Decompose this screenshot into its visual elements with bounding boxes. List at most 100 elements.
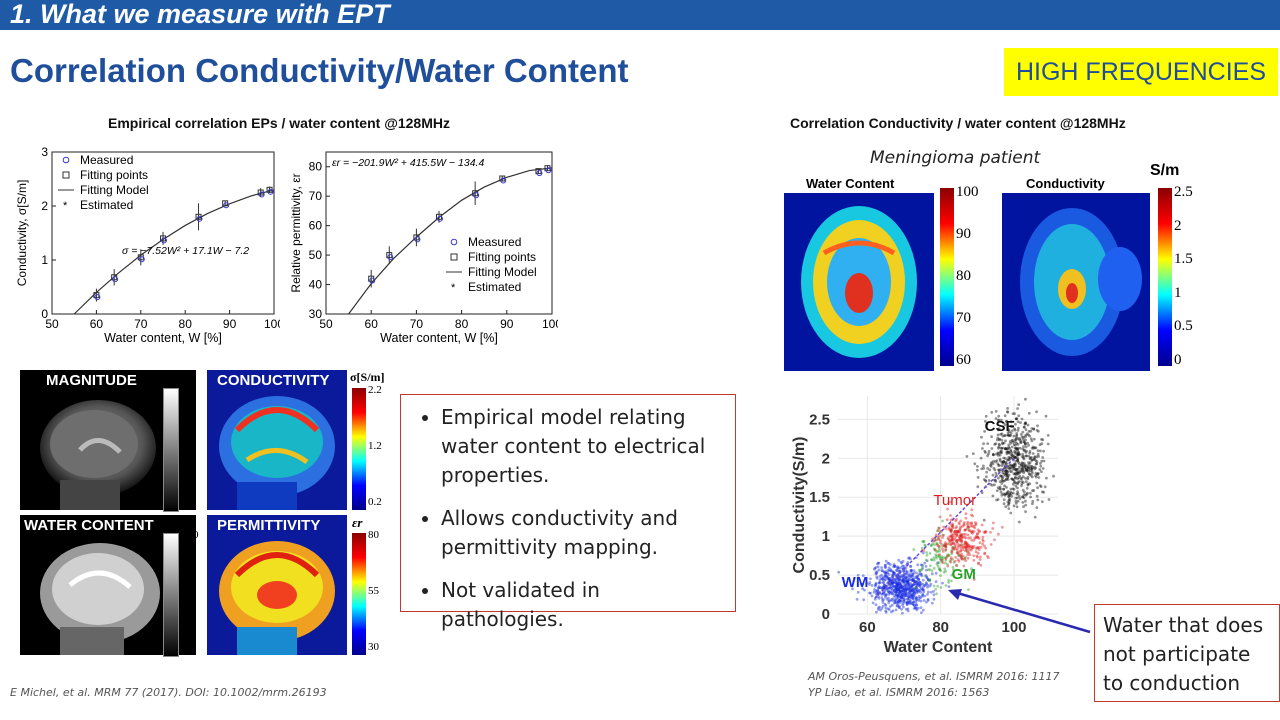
scatter-point [913,576,917,580]
scatter-point [961,548,965,552]
scatter-point [1001,460,1005,464]
legend-marker-fitting [450,253,458,261]
scatter-point [1030,458,1034,462]
scatter-point [918,583,922,587]
scatter-point [906,607,910,611]
x-axis-label: Water Content [884,639,993,656]
scatter-point [904,607,908,611]
scatter-point [979,563,983,567]
scatter-point [1024,476,1027,480]
scatter-point [856,590,860,594]
scatter-point [869,577,872,581]
scatter-point [936,535,940,539]
scatter-point [948,559,952,563]
scatter-point [938,554,941,558]
scatter-point [963,528,967,532]
scatter-point [880,607,884,610]
colorbar-tick-label: 1 [182,496,188,508]
scatter-point [1034,471,1038,475]
scatter-point [1017,450,1021,454]
scatter-point [972,525,976,528]
measured-point [161,237,167,244]
scatter-point [896,594,900,598]
x-tick-label: 90 [500,317,514,331]
scatter-point [974,547,978,550]
scatter-point [933,538,937,541]
scatter-point [890,581,894,585]
scatter-point [911,596,914,599]
scatter-point [909,590,912,594]
scatter-point [900,579,904,583]
scatter-point [947,585,951,588]
scatter-point [1025,486,1029,490]
scatter-point [930,558,933,561]
permittivity-label: PERMITTIVITY [217,517,321,534]
patient-label: Meningioma patient [870,148,1041,168]
scatter-point [920,572,923,576]
scatter-point [1025,454,1028,458]
scatter-point [881,601,885,604]
scatter-point [1011,456,1014,459]
scatter-point [1012,472,1016,476]
scatter-point [1014,443,1017,447]
scatter-point [905,588,908,591]
scatter-point [904,572,908,575]
scatter-point [920,587,923,591]
scatter-point [917,577,920,581]
scatter-point [970,530,974,534]
scatter-point [877,561,881,565]
scatter-point [984,414,988,418]
scatter-point [1008,464,1012,467]
scatter-point [880,569,884,573]
scatter-point [993,468,997,472]
conductivity-colorbar-right [1158,188,1172,366]
scatter-point [972,578,976,581]
scatter-point [1007,428,1011,432]
scatter-point [935,550,939,553]
scatter-point [884,593,888,597]
scatter-point [999,450,1002,453]
scatter-point [911,583,914,587]
scatter-point [916,574,920,578]
scatter-point [886,576,890,580]
scatter-point [919,596,922,600]
scatter-point [1013,472,1017,476]
scatter-point [972,554,976,557]
scatter-point [964,540,967,544]
scatter-point [1000,475,1004,478]
scatter-point [1002,479,1006,483]
scatter-point [927,578,931,582]
scatter-point [999,451,1002,454]
scatter-point [1026,466,1030,469]
scatter-point [1002,460,1006,464]
scatter-point [921,593,925,597]
scatter-point [955,538,959,542]
scatter-point [977,561,980,565]
scatter-point [1047,498,1051,501]
scatter-point [897,593,901,597]
scatter-point [902,575,906,578]
scatter-point [944,543,948,547]
scatter-point [929,590,933,594]
scatter-point [896,600,900,603]
legend-label: Fitting points [468,250,536,264]
colorbar-tick-label: 60 [956,352,971,368]
scatter-point [941,545,945,548]
scatter-point [895,582,898,585]
scatter-point [1003,493,1007,497]
scatter-point [958,537,962,541]
scatter-point [897,591,900,595]
scatter-point [1021,467,1024,471]
y-tick-label: 1 [822,528,830,545]
scatter-point [924,581,928,585]
y-axis-label: Conductivity(S/m) [791,437,808,574]
fitting-model-line [348,167,553,315]
scatter-point [897,600,900,604]
scatter-point [1008,456,1012,460]
permittivity-unit: εr [352,515,363,530]
conductivity-label: CONDUCTIVITY [217,372,330,389]
scatter-point [933,548,937,552]
scatter-point [1009,490,1013,494]
scatter-point [1024,503,1028,507]
